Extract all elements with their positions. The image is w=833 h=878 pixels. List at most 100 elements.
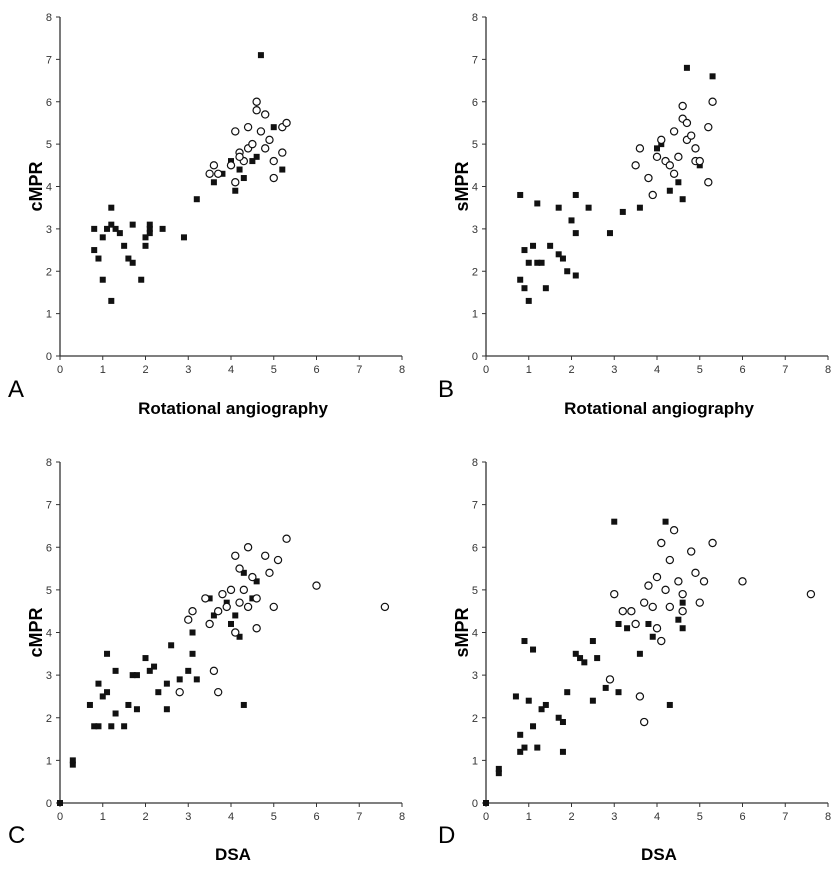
y-axis-label: cMPR <box>26 607 46 657</box>
y-tick-label: 0 <box>46 351 52 363</box>
data-point-filled-square <box>223 599 230 606</box>
data-point-open-circle <box>248 139 257 149</box>
data-point-open-circle <box>273 555 283 565</box>
data-point-filled-square <box>555 204 562 211</box>
y-tick-label: 1 <box>46 309 52 321</box>
data-point-open-circle <box>243 602 253 612</box>
panel-c: 0 1 2 3 4 5 6 7 8 0 1 2 3 4 5 6 7 8 cMPR DSA C <box>8 457 405 864</box>
data-point-open-circle <box>231 551 240 560</box>
y-tick-label: 5 <box>46 139 52 151</box>
data-point-filled-square <box>709 73 716 80</box>
data-point-filled-square <box>589 697 596 704</box>
y-tick-label: 0 <box>472 798 478 810</box>
x-tick-label: 2 <box>568 811 574 823</box>
data-point-filled-square <box>572 230 579 237</box>
data-point-open-circle <box>243 122 253 132</box>
x-tick-label: 4 <box>228 811 234 823</box>
data-point-open-circle <box>282 534 291 543</box>
data-point-filled-square <box>219 170 226 177</box>
data-point-open-circle <box>222 602 231 612</box>
data-point-open-circle <box>695 598 704 607</box>
data-point-filled-square <box>654 145 660 152</box>
data-point-filled-square <box>91 225 98 232</box>
x-tick-label: 6 <box>313 811 319 823</box>
data-point-filled-square <box>129 259 136 266</box>
y-tick-label: 6 <box>472 97 478 109</box>
data-point-filled-square <box>606 230 613 237</box>
data-point-filled-square <box>91 247 98 254</box>
data-point-open-circle <box>175 687 184 697</box>
data-point-open-circle <box>252 624 261 633</box>
data-point-filled-square <box>142 234 149 241</box>
data-point-filled-square <box>534 259 541 266</box>
data-point-filled-square <box>568 217 575 224</box>
x-tick-label: 2 <box>142 811 148 823</box>
data-point-filled-square <box>572 272 579 279</box>
data-point-filled-square <box>104 650 111 657</box>
data-point-open-circle <box>687 547 696 556</box>
data-point-filled-square <box>210 612 217 619</box>
data-point-open-circle <box>678 101 687 111</box>
data-point-filled-square <box>602 684 609 691</box>
data-point-filled-square <box>99 693 106 700</box>
data-point-filled-square <box>133 672 140 679</box>
x-tick-label: 7 <box>782 364 788 376</box>
data-point-filled-square <box>125 255 132 262</box>
data-point-filled-square <box>180 234 187 241</box>
data-point-filled-square <box>240 701 247 708</box>
panel-label: D <box>438 822 455 849</box>
data-point-open-circle <box>631 619 640 629</box>
data-point-filled-square <box>577 655 584 662</box>
data-point-open-circle <box>661 585 670 595</box>
data-point-open-circle <box>201 594 210 603</box>
x-tick-label: 6 <box>739 364 745 376</box>
data-point-filled-square <box>517 748 524 755</box>
data-point-filled-square <box>517 191 524 198</box>
data-point-open-circle <box>312 581 321 590</box>
data-point-filled-square <box>521 247 528 254</box>
x-tick-label: 0 <box>57 811 63 823</box>
y-tick-label: 0 <box>472 351 478 363</box>
y-axis-label: sMPR <box>452 607 472 657</box>
data-point-filled-square <box>193 676 200 683</box>
data-point-open-circle <box>226 585 236 595</box>
data-point-open-circle <box>639 717 649 727</box>
data-point-filled-square <box>542 285 549 292</box>
data-point-filled-square <box>658 141 665 148</box>
y-tick-label: 8 <box>472 457 478 469</box>
data-point-open-circle <box>657 538 666 548</box>
data-point-open-circle <box>648 602 657 612</box>
data-point-filled-square <box>159 225 166 232</box>
data-point-filled-square <box>189 650 196 657</box>
data-point-filled-square <box>679 196 686 203</box>
data-point-open-circle <box>635 144 645 153</box>
y-tick-label: 5 <box>46 585 52 597</box>
data-point-open-circle <box>209 161 219 170</box>
data-point-filled-square <box>155 689 162 696</box>
y-tick-label: 6 <box>46 542 52 554</box>
data-point-filled-square <box>559 255 566 262</box>
data-point-filled-square <box>95 723 102 730</box>
data-point-filled-square <box>86 701 93 708</box>
data-point-filled-square <box>228 158 234 165</box>
data-point-filled-square <box>168 642 175 649</box>
data-point-filled-square <box>146 221 153 228</box>
y-tick-label: 2 <box>46 266 52 278</box>
data-point-open-circle <box>256 127 266 136</box>
data-point-filled-square <box>112 225 119 232</box>
data-point-open-circle <box>235 152 244 162</box>
data-point-filled-square <box>232 612 239 619</box>
data-point-open-circle <box>687 131 696 140</box>
data-point-filled-square <box>146 667 153 674</box>
data-point-open-circle <box>708 538 717 548</box>
data-point-open-circle <box>644 173 653 183</box>
data-point-filled-square <box>619 208 626 215</box>
data-point-open-circle <box>231 127 240 136</box>
data-point-open-circle <box>261 144 270 153</box>
data-point-open-circle <box>648 190 657 200</box>
data-point-filled-square <box>555 251 562 258</box>
y-tick-label: 4 <box>46 628 52 640</box>
data-point-filled-square <box>108 297 115 304</box>
data-point-filled-square <box>146 225 153 232</box>
